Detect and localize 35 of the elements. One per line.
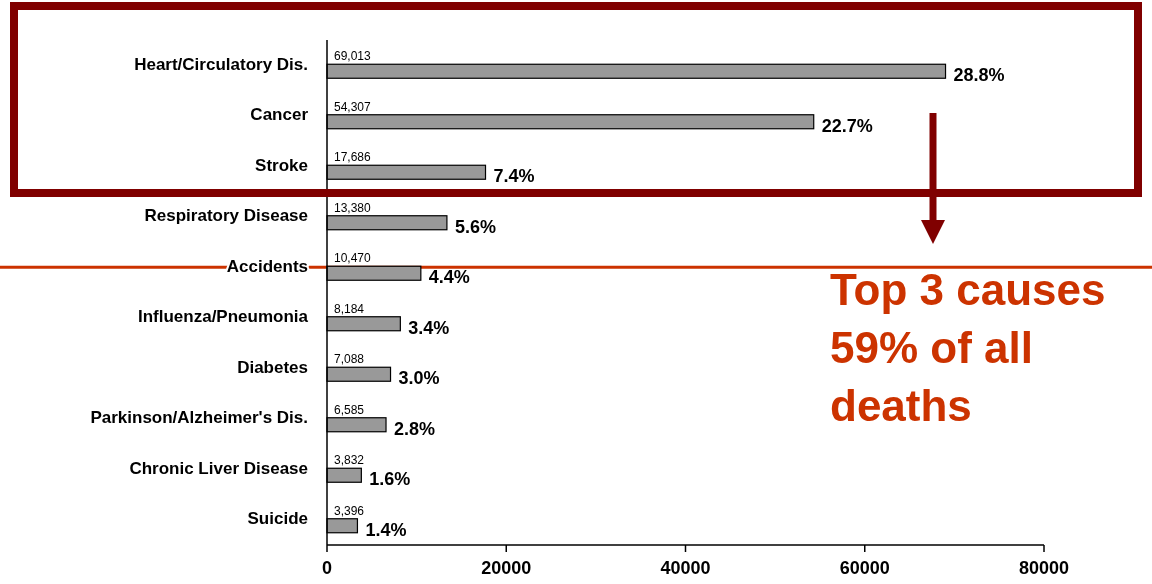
- data-label: 17,686: [334, 150, 372, 165]
- annotation: 7.4%: [493, 166, 535, 186]
- data-label: 69,013: [334, 49, 372, 64]
- data-label: 3,832: [334, 453, 365, 468]
- x-tick-label: 80000: [1018, 558, 1070, 578]
- annotation: 5.6%: [454, 216, 496, 237]
- annotation: 1.6%: [369, 469, 411, 489]
- data-label: 10,470: [334, 251, 372, 266]
- x-tick-label: 20000: [481, 558, 532, 578]
- annotation: 22.7%: [821, 115, 873, 136]
- y-tick-label: Heart/Circulatory Dis.: [134, 54, 308, 74]
- x-tick-label: 60000: [839, 558, 890, 578]
- y-tick-label: Chronic Liver Disease: [129, 458, 308, 478]
- y-tick-label: Respiratory Disease: [144, 206, 308, 226]
- data-label: 13,380: [334, 200, 372, 215]
- data-label: 54,307: [334, 99, 372, 114]
- x-tick-label: 40000: [660, 558, 711, 578]
- annotation: 4.4%: [428, 267, 470, 287]
- y-tick-label: Stroke: [255, 155, 308, 175]
- annotation: 3.0%: [398, 368, 440, 388]
- data-label: 6,585: [334, 402, 365, 417]
- annotation: Top 3 causes 59% of all deaths: [830, 265, 1106, 430]
- y-tick-label: Parkinson/Alzheimer's Dis.: [90, 408, 308, 428]
- x-tick-label: 0: [321, 558, 333, 578]
- y-tick-label: Influenza/Pneumonia: [137, 307, 309, 327]
- data-label: 7,088: [334, 352, 365, 367]
- data-label: 3,396: [334, 503, 365, 518]
- annotation: 3.4%: [408, 317, 450, 338]
- annotation: 2.8%: [394, 418, 436, 439]
- annotation: 28.8%: [953, 65, 1005, 85]
- y-tick-label: Diabetes: [237, 357, 308, 377]
- y-tick-label: Cancer: [250, 105, 309, 125]
- y-tick-label: Suicide: [247, 509, 308, 529]
- annotation: 1.4%: [365, 519, 407, 540]
- data-label: 8,184: [334, 301, 365, 316]
